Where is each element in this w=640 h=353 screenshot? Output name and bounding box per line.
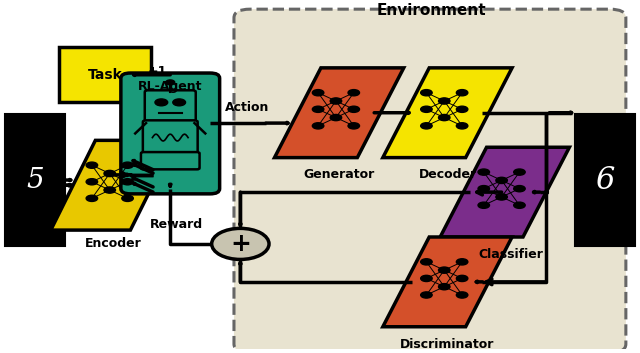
Circle shape bbox=[173, 99, 186, 106]
Circle shape bbox=[514, 202, 525, 208]
Text: Reward: Reward bbox=[150, 219, 203, 232]
Text: Decoder: Decoder bbox=[419, 168, 477, 181]
Circle shape bbox=[122, 162, 133, 168]
Circle shape bbox=[348, 106, 360, 112]
Circle shape bbox=[496, 194, 508, 200]
Text: Action: Action bbox=[225, 101, 269, 114]
Circle shape bbox=[86, 195, 98, 202]
Circle shape bbox=[420, 275, 432, 282]
Text: Generator: Generator bbox=[303, 168, 375, 181]
Circle shape bbox=[420, 90, 432, 96]
FancyBboxPatch shape bbox=[59, 47, 151, 102]
Circle shape bbox=[330, 98, 342, 104]
Circle shape bbox=[438, 283, 450, 290]
Circle shape bbox=[312, 123, 324, 129]
FancyBboxPatch shape bbox=[145, 90, 196, 123]
FancyBboxPatch shape bbox=[121, 73, 220, 194]
Text: Encoder: Encoder bbox=[84, 238, 141, 250]
Circle shape bbox=[478, 202, 490, 208]
Circle shape bbox=[312, 106, 324, 112]
Circle shape bbox=[155, 99, 168, 106]
Circle shape bbox=[420, 106, 432, 112]
Circle shape bbox=[212, 228, 269, 259]
Text: Task: Task bbox=[88, 68, 122, 82]
Circle shape bbox=[104, 187, 115, 193]
Circle shape bbox=[438, 98, 450, 104]
Circle shape bbox=[122, 195, 133, 202]
Circle shape bbox=[456, 106, 468, 112]
Circle shape bbox=[514, 186, 525, 192]
Polygon shape bbox=[275, 68, 404, 157]
Circle shape bbox=[456, 275, 468, 282]
Circle shape bbox=[514, 169, 525, 175]
Text: 6: 6 bbox=[595, 164, 615, 196]
Polygon shape bbox=[51, 140, 175, 230]
FancyBboxPatch shape bbox=[575, 114, 636, 246]
FancyBboxPatch shape bbox=[234, 9, 626, 353]
Text: Classifier: Classifier bbox=[479, 248, 543, 261]
Circle shape bbox=[420, 123, 432, 129]
Text: 5: 5 bbox=[26, 167, 44, 193]
Polygon shape bbox=[383, 237, 512, 327]
FancyBboxPatch shape bbox=[141, 152, 200, 169]
Circle shape bbox=[456, 123, 468, 129]
Circle shape bbox=[86, 162, 98, 168]
Circle shape bbox=[348, 90, 360, 96]
FancyBboxPatch shape bbox=[143, 120, 198, 154]
Text: Environment: Environment bbox=[377, 3, 486, 18]
Circle shape bbox=[478, 169, 490, 175]
Polygon shape bbox=[440, 147, 570, 237]
Text: +: + bbox=[230, 232, 251, 256]
Circle shape bbox=[456, 292, 468, 298]
Text: RL-Agent: RL-Agent bbox=[138, 80, 202, 93]
Circle shape bbox=[478, 186, 490, 192]
Text: Discriminator: Discriminator bbox=[400, 337, 495, 351]
Text: +1: +1 bbox=[148, 65, 167, 78]
Circle shape bbox=[496, 177, 508, 184]
FancyBboxPatch shape bbox=[4, 114, 65, 246]
Circle shape bbox=[166, 80, 175, 85]
Circle shape bbox=[348, 123, 360, 129]
Circle shape bbox=[122, 179, 133, 185]
Circle shape bbox=[438, 267, 450, 273]
Polygon shape bbox=[383, 68, 512, 157]
Circle shape bbox=[420, 292, 432, 298]
Circle shape bbox=[104, 170, 115, 176]
Circle shape bbox=[420, 259, 432, 265]
Circle shape bbox=[86, 179, 98, 185]
Circle shape bbox=[330, 114, 342, 121]
Circle shape bbox=[456, 90, 468, 96]
Circle shape bbox=[438, 114, 450, 121]
Circle shape bbox=[312, 90, 324, 96]
Circle shape bbox=[456, 259, 468, 265]
